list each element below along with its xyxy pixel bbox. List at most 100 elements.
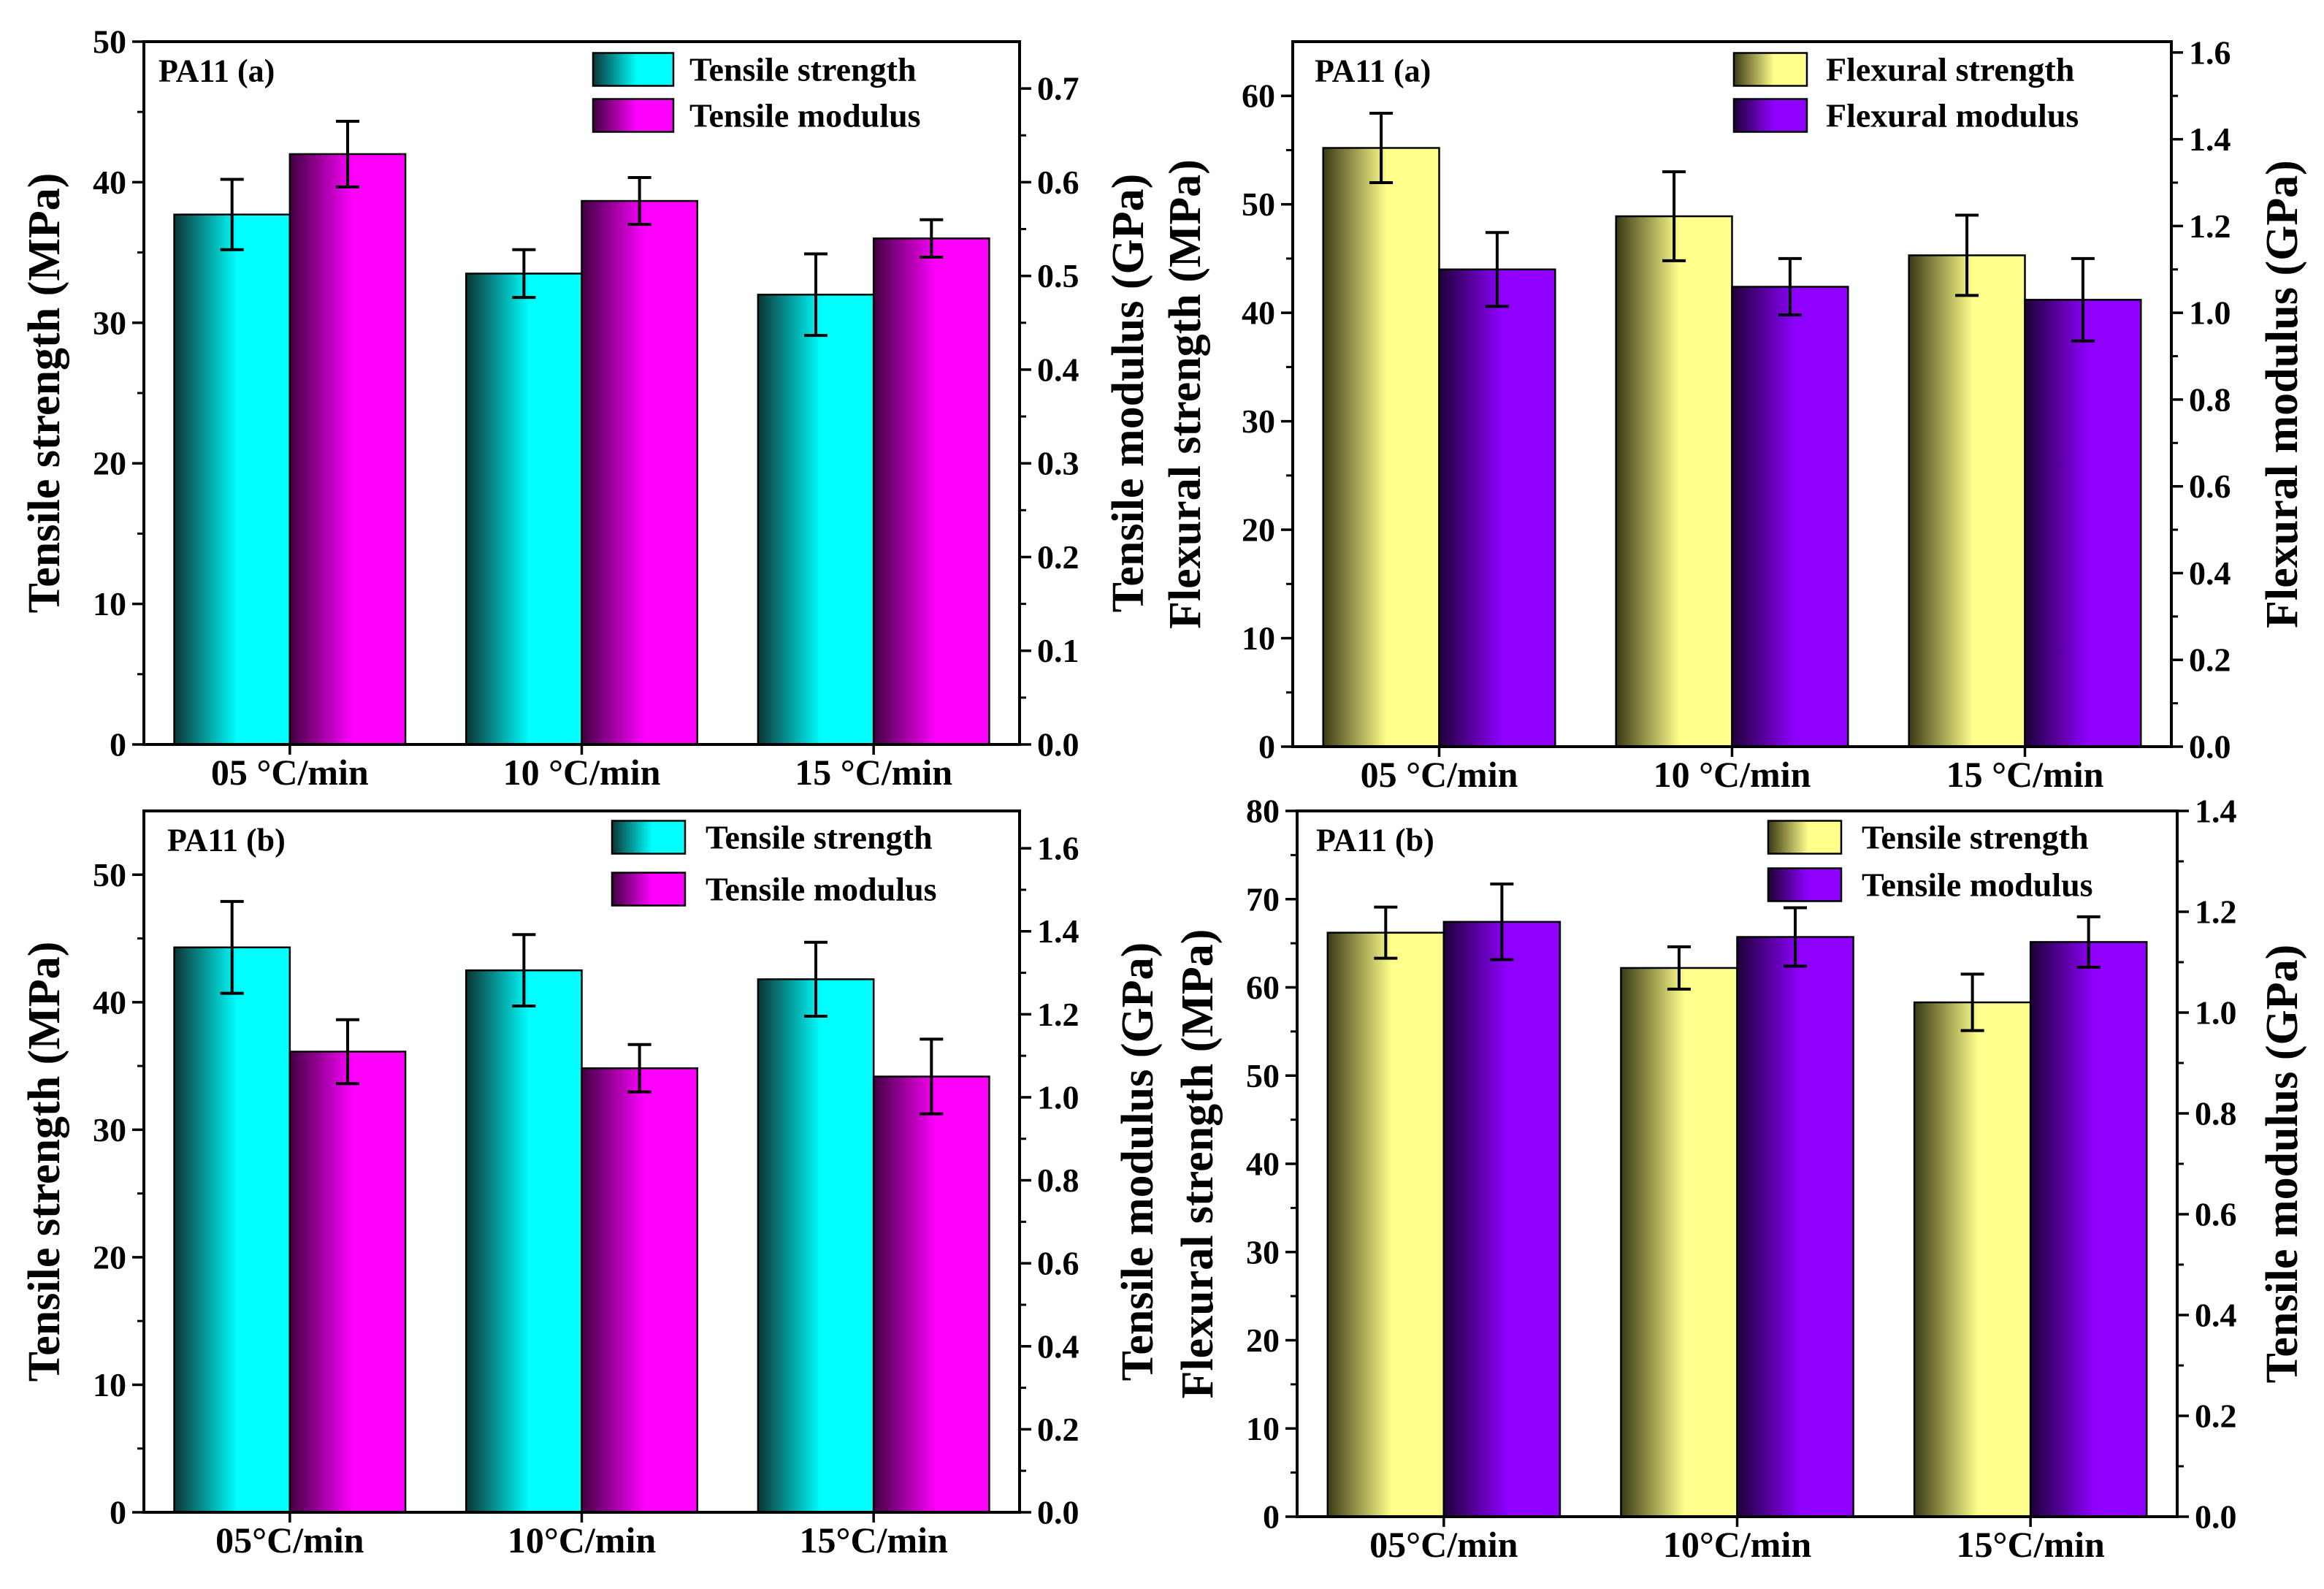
y-left-tick-label: 60 <box>1242 77 1275 115</box>
y-right-tick-label: 0.0 <box>1037 726 1079 763</box>
x-axis-category-label: 10°C/min <box>1663 1524 1812 1565</box>
legend-label-tensile-strength: Tensile strength <box>706 819 933 856</box>
bar-tensile-modulus-15-c-min <box>872 1075 990 1514</box>
y-right-tick-label: 0.4 <box>1037 1327 1079 1365</box>
x-axis-category-label: 15°C/min <box>1956 1524 2105 1565</box>
error-bar-tensile-strength-05-c-min <box>1374 905 1398 960</box>
y-right-axis-label: Flexural modulus (GPa) <box>2258 160 2307 628</box>
chart-panel-4: 0 10 20 30 40 50 60 70 80 Flexural strength (MPa)… <box>1173 793 2307 1566</box>
y-left-tick-label: 40 <box>93 164 126 201</box>
bar-tensile-modulus-10-c-min <box>1736 936 1854 1518</box>
legend-swatch-tensile-strength <box>611 820 687 855</box>
y-right-tick-label: 0.6 <box>1037 164 1079 201</box>
y-right-tick-label: 0.8 <box>2195 1095 2237 1132</box>
error-bar-flexural-modulus-05-c-min <box>1485 231 1509 308</box>
y-right-tick-label: 0.7 <box>1037 70 1079 107</box>
y-left-axis-label: Tensile strength (MPa) <box>20 942 69 1382</box>
y-right-tick-label: 1.0 <box>2195 994 2237 1032</box>
y-right-tick-label: 1.4 <box>1037 912 1079 950</box>
y-right-tick-label: 0.4 <box>2195 1297 2237 1334</box>
x-axis-category-label: 15 °C/min <box>795 752 952 793</box>
bar-flexural-modulus-15-c-min <box>2024 299 2142 748</box>
legend-swatch-tensile-modulus <box>611 872 687 907</box>
y-left-tick-label: 30 <box>93 1111 126 1148</box>
bar-tensile-strength-10-c-min <box>465 969 583 1514</box>
panel-title: PA11 (a) <box>1315 53 1431 89</box>
bar-tensile-modulus-15-c-min <box>2029 941 2148 1518</box>
y-right-axis-label: Tensile modulus (GPa) <box>1113 942 1163 1382</box>
y-left-tick-label: 30 <box>1246 1233 1280 1270</box>
bar-tensile-modulus-10-c-min <box>581 1067 699 1514</box>
legend-label-flexural-modulus: Flexural modulus <box>1826 97 2079 134</box>
y-left-tick-label: 40 <box>93 983 126 1021</box>
y-left-tick-label: 40 <box>1246 1146 1280 1183</box>
error-bar-tensile-modulus-15-c-min <box>920 218 944 259</box>
y-right-tick-label: 0.2 <box>1037 538 1079 576</box>
y-left-tick-label: 0 <box>1263 1498 1280 1536</box>
error-bar-tensile-modulus-05-c-min <box>335 1018 359 1086</box>
y-left-tick-label: 10 <box>1242 620 1275 657</box>
y-left-tick-label: 50 <box>1246 1057 1280 1094</box>
error-bar-tensile-modulus-15-c-min <box>2076 915 2101 969</box>
legend-label-tensile-modulus: Tensile modulus <box>706 871 937 908</box>
bar-tensile-modulus-05-c-min <box>288 1051 407 1514</box>
legend: Tensile strength Tensile modulus <box>1767 819 2093 904</box>
error-bar-tensile-strength-05-c-min <box>220 178 244 251</box>
y-right-tick-label: 0.0 <box>2195 1498 2237 1536</box>
y-left-tick-label: 80 <box>1246 793 1280 830</box>
y-left-tick-label: 20 <box>93 445 126 482</box>
error-bar-tensile-strength-15-c-min <box>804 940 828 1018</box>
bar-tensile-strength-10-c-min <box>1620 967 1738 1518</box>
legend-label-tensile-strength: Tensile strength <box>689 51 917 88</box>
bar-tensile-strength-15-c-min <box>1913 1001 2032 1518</box>
y-right-tick-label: 0.6 <box>2189 468 2231 505</box>
y-right-tick-label: 1.4 <box>2195 793 2237 830</box>
y-left-tick-label: 10 <box>93 1366 126 1403</box>
y-right-tick-label: 0.2 <box>2195 1398 2237 1435</box>
y-right-tick-label: 1.6 <box>1037 830 1079 867</box>
legend-swatch-flexural-strength <box>1732 52 1808 87</box>
error-bar-tensile-modulus-10-c-min <box>627 1043 651 1094</box>
y-right-tick-label: 0.1 <box>1037 632 1079 669</box>
y-left-tick-label: 10 <box>93 585 126 622</box>
legend: Tensile strength Tensile modulus <box>592 51 921 134</box>
bar-tensile-modulus-15-c-min <box>872 237 990 746</box>
error-bar-flexural-strength-10-c-min <box>1662 170 1686 262</box>
y-right-tick-label: 0.8 <box>1037 1162 1079 1199</box>
y-left-tick-label: 0 <box>1258 728 1275 766</box>
y-left-axis-label: Flexural strength (MPa) <box>1161 159 1210 629</box>
error-bar-tensile-modulus-10-c-min <box>1784 906 1808 968</box>
y-right-tick-label: 1.2 <box>2189 207 2231 245</box>
error-bar-tensile-modulus-05-c-min <box>1490 883 1514 961</box>
error-bar-tensile-strength-10-c-min <box>512 248 536 300</box>
y-left-tick-label: 0 <box>110 726 126 763</box>
error-bar-flexural-strength-05-c-min <box>1369 111 1394 184</box>
panel-title: PA11 (b) <box>1316 823 1434 858</box>
y-right-tick-label: 1.0 <box>1037 1078 1079 1116</box>
x-axis-category-label: 05 °C/min <box>211 752 369 793</box>
y-right-tick-label: 0.2 <box>1037 1411 1079 1448</box>
y-left-tick-label: 60 <box>1246 969 1280 1006</box>
x-axis-category-label: 10 °C/min <box>1654 754 1811 795</box>
legend-swatch-flexural-modulus <box>1732 98 1808 133</box>
x-axis-category-label: 15 °C/min <box>1946 754 2104 795</box>
y-right-tick-label: 0.0 <box>1037 1494 1079 1531</box>
x-axis-category-label: 15°C/min <box>799 1520 948 1561</box>
y-left-tick-label: 50 <box>1242 186 1275 223</box>
y-right-tick-label: 0.4 <box>1037 351 1079 388</box>
y-left-tick-label: 50 <box>93 856 126 893</box>
error-bar-tensile-strength-10-c-min <box>1667 945 1691 991</box>
legend: Tensile strength Tensile modulus <box>611 819 937 908</box>
x-axis-category-label: 10 °C/min <box>503 752 661 793</box>
y-left-axis-label: Tensile strength (MPa) <box>20 173 69 614</box>
legend-swatch-tensile-modulus <box>1767 867 1843 902</box>
y-right-tick-label: 0.6 <box>2195 1196 2237 1233</box>
y-right-tick-label: 1.0 <box>2189 294 2231 332</box>
bar-tensile-strength-15-c-min <box>757 294 875 746</box>
y-right-tick-label: 0.6 <box>1037 1245 1079 1282</box>
bar-tensile-modulus-10-c-min <box>581 199 699 746</box>
bar-tensile-modulus-05-c-min <box>1442 921 1562 1518</box>
bar-tensile-strength-10-c-min <box>465 273 583 746</box>
legend-label-flexural-strength: Flexural strength <box>1826 51 2074 88</box>
chart-panel-3: 0 10 20 30 40 50 Tensile strength (MPa) 0.0 0.2 0… <box>20 809 1163 1561</box>
